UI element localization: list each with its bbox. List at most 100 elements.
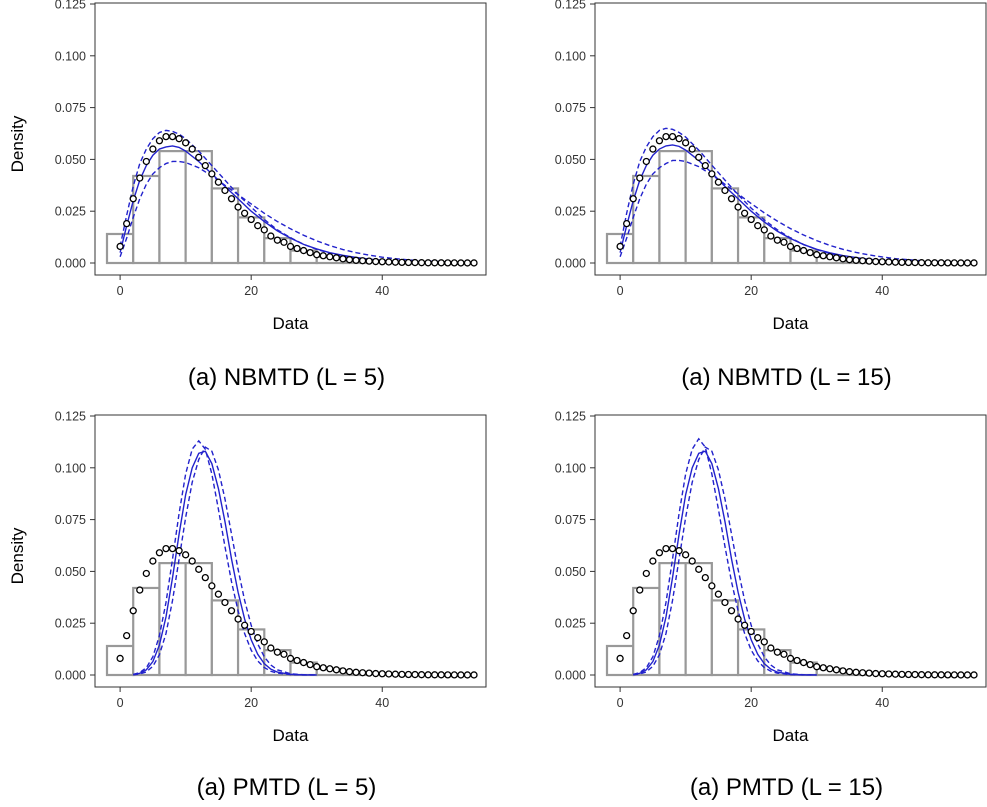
empirical-point (130, 196, 136, 202)
empirical-point (333, 667, 339, 673)
empirical-point (320, 665, 326, 671)
empirical-point (722, 187, 728, 193)
y-axis-title: Density (8, 527, 27, 584)
empirical-point (846, 669, 852, 675)
empirical-point (438, 260, 444, 266)
empirical-point (386, 671, 392, 677)
empirical-point (958, 672, 964, 678)
x-tick-label: 20 (244, 696, 258, 710)
empirical-point (248, 628, 254, 634)
empirical-point (702, 163, 708, 169)
y-tick-label: 0.050 (555, 153, 586, 167)
empirical-point (392, 259, 398, 265)
empirical-point (761, 639, 767, 645)
empirical-point (222, 187, 228, 193)
empirical-point (301, 248, 307, 254)
empirical-point (912, 260, 918, 266)
empirical-point (156, 550, 162, 556)
empirical-point (630, 196, 636, 202)
empirical-point (643, 158, 649, 164)
empirical-point (346, 257, 352, 263)
empirical-point (222, 599, 228, 605)
chart-panel-2: 0.0000.0250.0500.0750.1000.1250 20 40Data(… (555, 0, 986, 391)
empirical-point (689, 146, 695, 152)
y-tick-label: 0.125 (55, 0, 86, 12)
empirical-point (958, 260, 964, 266)
chart-panel-4: 0.0000.0250.0500.0750.1000.1250 20 40Data(… (555, 410, 986, 802)
y-tick-label: 0.100 (55, 49, 86, 63)
empirical-point (879, 671, 885, 677)
empirical-point (873, 671, 879, 677)
y-tick-label: 0.075 (55, 101, 86, 115)
empirical-point (196, 154, 202, 160)
empirical-point (333, 255, 339, 261)
empirical-point (235, 204, 241, 210)
empirical-point (670, 546, 676, 552)
empirical-point (327, 666, 333, 672)
empirical-point (412, 672, 418, 678)
empirical-point (117, 243, 123, 249)
empirical-point (650, 558, 656, 564)
y-tick-label: 0.075 (555, 101, 586, 115)
empirical-point (964, 260, 970, 266)
chart-panel-3: 0.0000.0250.0500.0750.1000.1250 20 40DataD… (8, 410, 486, 802)
empirical-point (702, 575, 708, 581)
empirical-point (274, 237, 280, 243)
empirical-point (340, 668, 346, 674)
empirical-point (143, 158, 149, 164)
empirical-point (951, 672, 957, 678)
empirical-point (866, 670, 872, 676)
empirical-point (932, 672, 938, 678)
empirical-point (925, 672, 931, 678)
y-tick-label: 0.125 (555, 0, 586, 12)
x-tick-label: 40 (875, 284, 889, 298)
empirical-point (373, 671, 379, 677)
empirical-point (788, 243, 794, 249)
empirical-point (353, 669, 359, 675)
empirical-point (781, 239, 787, 245)
empirical-point (425, 260, 431, 266)
empirical-point (156, 138, 162, 144)
empirical-point (215, 179, 221, 185)
x-tick-label: 40 (375, 696, 389, 710)
empirical-point (288, 243, 294, 249)
empirical-point (360, 258, 366, 264)
y-tick-label: 0.000 (55, 257, 86, 271)
empirical-point (742, 622, 748, 628)
empirical-point (938, 260, 944, 266)
empirical-point (189, 558, 195, 564)
empirical-point (624, 633, 630, 639)
empirical-point (386, 259, 392, 265)
empirical-point (346, 669, 352, 675)
empirical-point (451, 672, 457, 678)
empirical-point (663, 546, 669, 552)
panel-caption: (a) PMTD (L = 15) (690, 774, 883, 801)
empirical-point (617, 655, 623, 661)
empirical-point (840, 256, 846, 262)
empirical-point (820, 253, 826, 259)
empirical-point (163, 134, 169, 140)
empirical-point (696, 566, 702, 572)
empirical-point (229, 608, 235, 614)
empirical-point (650, 146, 656, 152)
empirical-point (696, 154, 702, 160)
empirical-point (432, 672, 438, 678)
empirical-point (215, 591, 221, 597)
empirical-point (137, 175, 143, 181)
empirical-point (853, 669, 859, 675)
empirical-point (340, 256, 346, 262)
empirical-point (689, 558, 695, 564)
y-tick-label: 0.000 (55, 669, 86, 683)
empirical-point (755, 223, 761, 229)
empirical-point (170, 546, 176, 552)
empirical-point (794, 657, 800, 663)
empirical-point (709, 583, 715, 589)
empirical-point (932, 260, 938, 266)
empirical-point (971, 260, 977, 266)
empirical-point (288, 655, 294, 661)
empirical-point (945, 260, 951, 266)
empirical-point (353, 257, 359, 263)
empirical-point (643, 570, 649, 576)
empirical-point (405, 671, 411, 677)
empirical-point (425, 672, 431, 678)
